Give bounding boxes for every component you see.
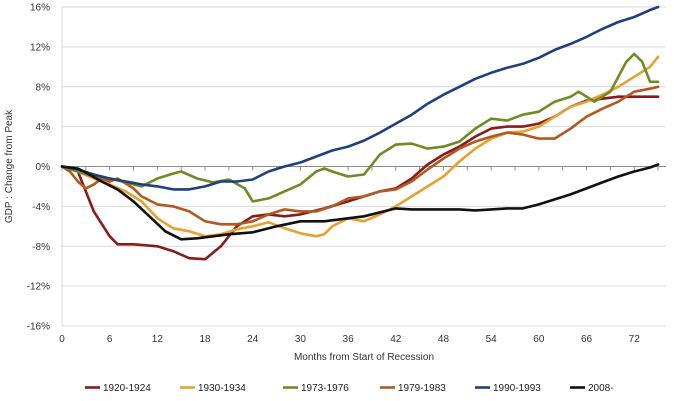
series-line-1920-1924 bbox=[60, 95, 660, 261]
legend: 1920-1924 1930-1934 1973-1976 1979-1983 1990… bbox=[85, 383, 614, 394]
legend-item: 1930-1934 bbox=[180, 383, 246, 394]
x-tick-label: 72 bbox=[629, 334, 641, 345]
y-tick-label: -16% bbox=[27, 322, 50, 333]
x-tick-label: 48 bbox=[438, 334, 450, 345]
x-tick-label: 42 bbox=[390, 334, 402, 345]
y-tick-label: 0% bbox=[36, 162, 51, 173]
y-tick-label: 16% bbox=[30, 3, 50, 14]
legend-label: 1979-1983 bbox=[398, 383, 446, 394]
x-tick-label: 24 bbox=[247, 334, 259, 345]
series-line-1990-1993 bbox=[60, 5, 660, 191]
legend-label: 1990-1993 bbox=[493, 383, 541, 394]
legend-label: 1973-1976 bbox=[301, 383, 349, 394]
series-line-1930-1934 bbox=[60, 55, 660, 238]
x-tick-label: 66 bbox=[581, 334, 593, 345]
y-axis-label: GDP : Change from Peak bbox=[4, 109, 15, 223]
legend-label: 1930-1934 bbox=[198, 383, 246, 394]
x-tick-label: 12 bbox=[152, 334, 164, 345]
legend-item: 2008- bbox=[570, 383, 614, 394]
legend-label: 1920-1924 bbox=[103, 383, 151, 394]
x-tick-label: 36 bbox=[343, 334, 355, 345]
x-tick-label: 60 bbox=[533, 334, 545, 345]
x-axis-ticks: 0 6 12 18 24 30 36 42 48 54 60 66 72 bbox=[59, 334, 640, 345]
series-line-1973-1976 bbox=[60, 52, 660, 203]
x-tick-label: 6 bbox=[107, 334, 113, 345]
zero-baseline bbox=[61, 166, 666, 171]
y-tick-label: -4% bbox=[32, 202, 50, 213]
x-tick-label: 30 bbox=[295, 334, 307, 345]
series-lines bbox=[60, 5, 660, 261]
y-tick-label: 8% bbox=[36, 82, 51, 93]
legend-item: 1920-1924 bbox=[85, 383, 151, 394]
legend-item: 1979-1983 bbox=[380, 383, 446, 394]
legend-label: 2008- bbox=[588, 383, 614, 394]
y-tick-label: -8% bbox=[32, 242, 50, 253]
x-tick-label: 54 bbox=[486, 334, 498, 345]
y-tick-label: 4% bbox=[36, 122, 51, 133]
series-line-1979-1983 bbox=[60, 85, 660, 226]
y-tick-label: -12% bbox=[27, 282, 50, 293]
series-line-2008 bbox=[60, 163, 660, 241]
x-tick-label: 18 bbox=[199, 334, 211, 345]
legend-item: 1973-1976 bbox=[283, 383, 349, 394]
y-axis-ticks: 16% 12% 8% 4% 0% -4% -8% -12% -16% bbox=[27, 3, 50, 333]
y-tick-label: 12% bbox=[30, 42, 50, 53]
x-axis-label: Months from Start of Recession bbox=[294, 352, 434, 363]
x-tick-label: 0 bbox=[59, 334, 65, 345]
legend-item: 1990-1993 bbox=[475, 383, 541, 394]
